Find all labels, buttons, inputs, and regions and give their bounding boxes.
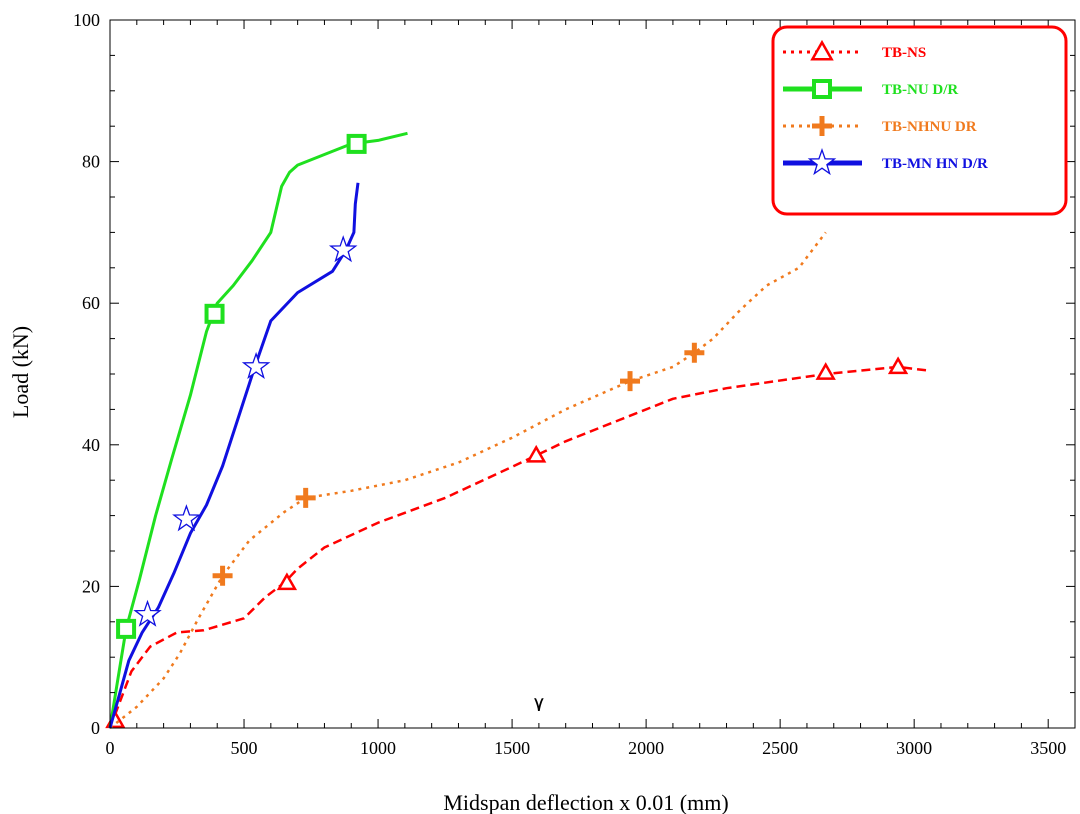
x-tick-label: 500 — [231, 738, 258, 758]
series-line — [108, 365, 928, 729]
x-tick-label: 3000 — [896, 738, 932, 758]
square-marker — [346, 133, 367, 154]
axes-layer: 0 500 1000 1500 2000 2500 3000 3500 0 20 40 60 80 100 — [73, 10, 1076, 758]
square-marker — [116, 618, 137, 639]
series-layer — [105, 131, 928, 729]
y-tick-label: 40 — [82, 435, 100, 455]
x-axis-title: Midspan deflection x 0.01 (mm) — [443, 790, 728, 814]
plus-marker — [212, 565, 233, 586]
legend-entry: TB-MN HN D/R — [783, 148, 988, 176]
series-4 — [108, 182, 360, 729]
y-axis-title: Load (kN) — [8, 326, 33, 418]
plus-marker — [295, 487, 316, 508]
legend: TB-NS TB-NU D/R TB-NHNU DR TB-MN HN D/R — [771, 25, 1068, 216]
series-line — [109, 231, 827, 729]
annotation-mark: ٧ — [534, 692, 545, 716]
star-marker — [172, 504, 201, 532]
star-marker — [133, 599, 162, 627]
y-tick-label: 80 — [82, 152, 100, 172]
plus-marker — [684, 342, 705, 363]
x-tick-label: 1500 — [494, 738, 530, 758]
series-2 — [108, 131, 408, 729]
triangle-marker — [815, 362, 836, 380]
plus-marker — [620, 371, 641, 392]
legend-label: TB-MN HN D/R — [882, 156, 988, 172]
legend-entry: TB-NU D/R — [783, 79, 958, 99]
y-tick-label: 20 — [82, 576, 100, 596]
y-tick-label: 60 — [82, 293, 100, 313]
series-1 — [105, 356, 928, 729]
triangle-marker — [526, 444, 547, 463]
series-line — [108, 182, 360, 729]
y-tick-label: 0 — [91, 718, 100, 738]
triangle-marker — [276, 572, 298, 591]
legend-box — [771, 25, 1068, 216]
x-tick-label: 0 — [106, 738, 115, 758]
legend-entry: TB-NS — [783, 39, 926, 61]
square-marker — [204, 303, 225, 324]
x-tick-label: 3500 — [1030, 738, 1066, 758]
triangle-marker — [887, 356, 909, 375]
legend-triangle-icon — [810, 39, 834, 61]
legend-star-icon — [807, 148, 837, 176]
series-line — [108, 131, 408, 729]
legend-entry: TB-NHNU DR — [783, 116, 977, 136]
x-tick-label: 2000 — [628, 738, 664, 758]
y-tick-label: 100 — [73, 10, 100, 30]
legend-square-icon — [812, 79, 832, 99]
series-3 — [109, 231, 827, 729]
x-tick-label: 2500 — [762, 738, 798, 758]
legend-label: TB-NHNU DR — [882, 119, 977, 135]
legend-label: TB-NU D/R — [882, 82, 958, 98]
legend-label: TB-NS — [882, 45, 926, 61]
legend-plus-icon — [812, 116, 832, 136]
x-tick-label: 1000 — [360, 738, 396, 758]
star-marker — [328, 235, 358, 263]
star-marker — [241, 351, 271, 380]
